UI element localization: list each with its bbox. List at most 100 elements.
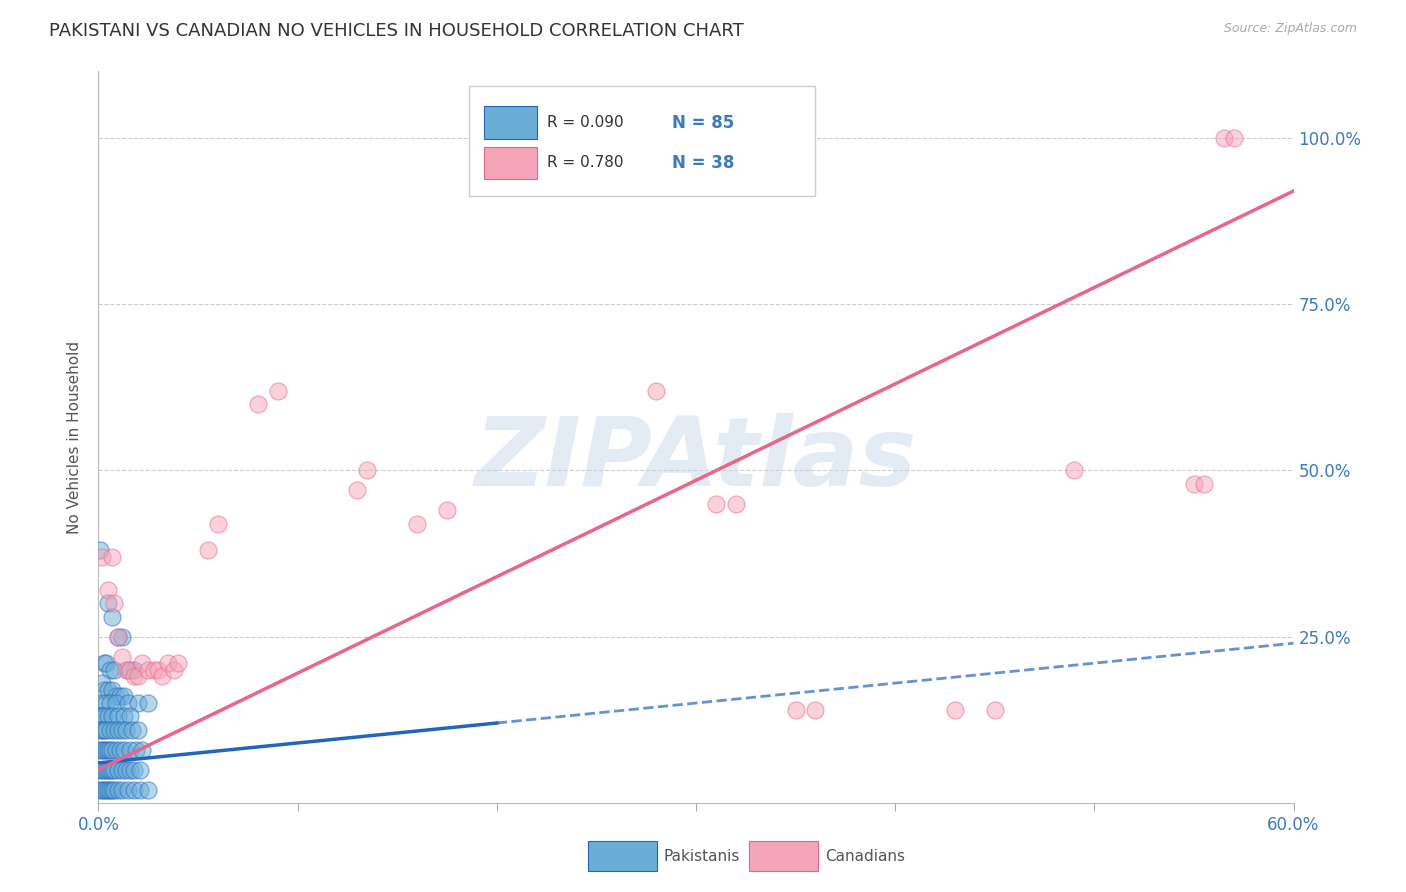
- Point: [136, 782, 159, 797]
- Text: Source: ZipAtlas.com: Source: ZipAtlas.com: [1223, 22, 1357, 36]
- Point: [110, 690, 132, 704]
- Point: [97, 763, 120, 777]
- Point: [93, 763, 115, 777]
- Point: [127, 696, 149, 710]
- Point: [704, 497, 727, 511]
- Point: [105, 690, 128, 704]
- Point: [406, 516, 429, 531]
- Point: [107, 763, 129, 777]
- Point: [246, 397, 269, 411]
- Point: [645, 384, 668, 398]
- Point: [93, 742, 115, 756]
- Point: [117, 696, 139, 710]
- Point: [96, 696, 118, 710]
- Point: [131, 742, 153, 756]
- Point: [107, 630, 129, 644]
- Point: [91, 696, 114, 710]
- Text: R = 0.090: R = 0.090: [547, 115, 623, 130]
- Point: [97, 742, 120, 756]
- Point: [1182, 476, 1205, 491]
- Point: [984, 703, 1007, 717]
- Point: [96, 656, 118, 670]
- Point: [103, 596, 125, 610]
- Point: [97, 596, 120, 610]
- Point: [89, 763, 111, 777]
- Point: [1212, 131, 1234, 145]
- Point: [115, 663, 138, 677]
- Point: [105, 742, 128, 756]
- Point: [89, 742, 111, 756]
- Point: [107, 709, 129, 723]
- Point: [93, 709, 115, 723]
- Point: [111, 782, 134, 797]
- Point: [124, 663, 146, 677]
- Point: [136, 663, 159, 677]
- Point: [98, 742, 122, 756]
- FancyBboxPatch shape: [485, 146, 537, 179]
- FancyBboxPatch shape: [485, 106, 537, 138]
- Text: Pakistanis: Pakistanis: [664, 849, 740, 863]
- Point: [267, 384, 290, 398]
- Point: [107, 630, 129, 644]
- Point: [97, 682, 120, 697]
- Point: [91, 782, 114, 797]
- Y-axis label: No Vehicles in Household: No Vehicles in Household: [67, 341, 83, 533]
- Point: [111, 763, 134, 777]
- Point: [111, 649, 134, 664]
- Point: [120, 663, 142, 677]
- Point: [101, 742, 124, 756]
- Point: [1223, 131, 1246, 145]
- Point: [150, 669, 173, 683]
- Point: [346, 483, 368, 498]
- Point: [89, 709, 111, 723]
- Point: [436, 503, 458, 517]
- Point: [111, 630, 134, 644]
- Point: [91, 742, 114, 756]
- Point: [356, 463, 378, 477]
- Point: [124, 669, 146, 683]
- Point: [107, 723, 129, 737]
- Point: [127, 723, 149, 737]
- Point: [105, 696, 128, 710]
- Point: [143, 663, 166, 677]
- Point: [103, 782, 125, 797]
- Point: [97, 782, 120, 797]
- Point: [117, 782, 139, 797]
- Point: [148, 663, 170, 677]
- Text: Canadians: Canadians: [825, 849, 905, 863]
- Point: [103, 663, 125, 677]
- Point: [96, 742, 118, 756]
- Point: [110, 742, 132, 756]
- Point: [98, 723, 122, 737]
- Point: [98, 782, 122, 797]
- Point: [131, 656, 153, 670]
- Point: [96, 763, 118, 777]
- Text: N = 38: N = 38: [672, 153, 734, 172]
- Point: [101, 763, 124, 777]
- Point: [157, 656, 180, 670]
- Point: [93, 782, 115, 797]
- Point: [98, 663, 122, 677]
- Point: [98, 763, 122, 777]
- Point: [136, 696, 159, 710]
- Text: PAKISTANI VS CANADIAN NO VEHICLES IN HOUSEHOLD CORRELATION CHART: PAKISTANI VS CANADIAN NO VEHICLES IN HOU…: [49, 22, 744, 40]
- Point: [120, 742, 142, 756]
- Point: [101, 782, 124, 797]
- Text: N = 85: N = 85: [672, 113, 734, 131]
- Point: [197, 543, 219, 558]
- Point: [120, 763, 142, 777]
- Point: [121, 723, 143, 737]
- Point: [89, 723, 111, 737]
- Point: [107, 782, 129, 797]
- Point: [97, 582, 120, 597]
- Point: [127, 669, 149, 683]
- FancyBboxPatch shape: [470, 86, 815, 195]
- Point: [98, 696, 122, 710]
- Point: [124, 763, 146, 777]
- Point: [101, 549, 124, 564]
- Point: [125, 742, 148, 756]
- Point: [93, 682, 115, 697]
- Point: [101, 709, 124, 723]
- Point: [93, 723, 115, 737]
- Point: [129, 763, 152, 777]
